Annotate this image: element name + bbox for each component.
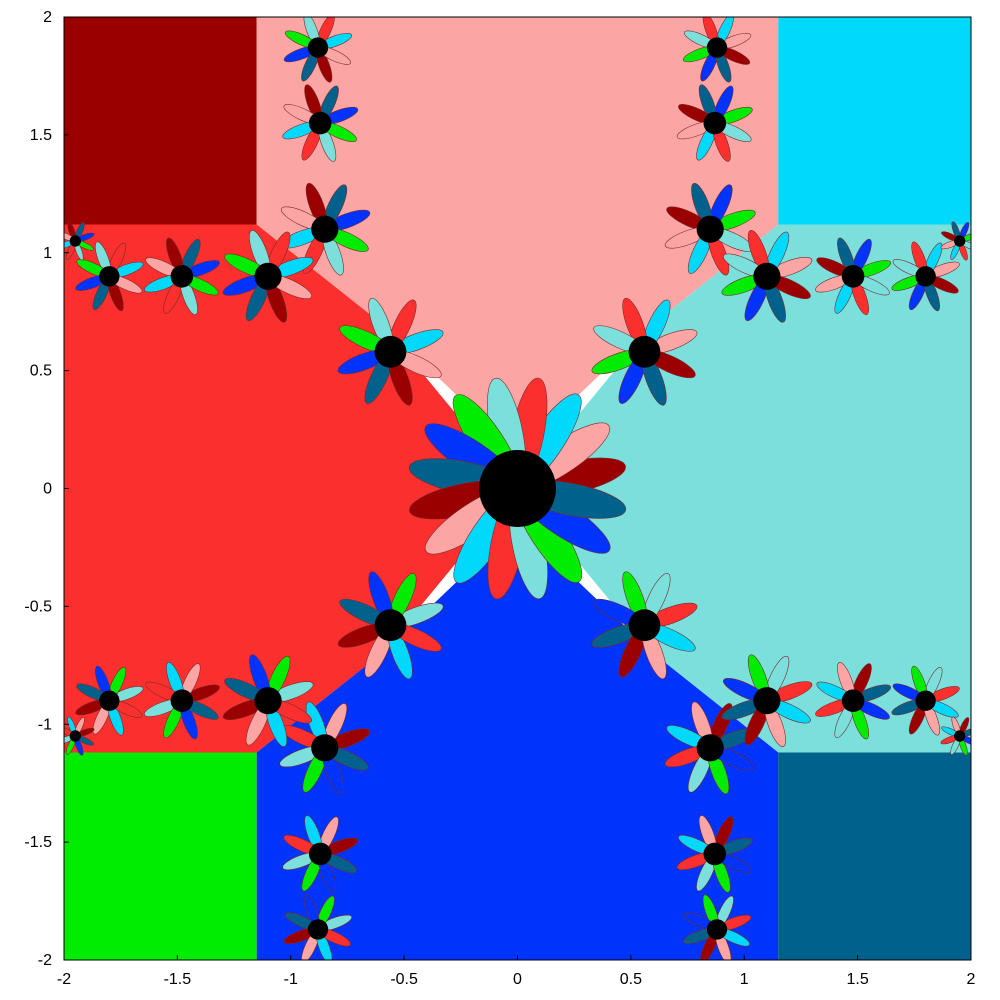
attractor-center <box>311 215 339 243</box>
y-tick-label: 1.5 <box>30 127 52 144</box>
basin-upper-right-corner <box>778 17 971 225</box>
y-tick-label: -0.5 <box>24 598 52 615</box>
x-tick-label: -1.5 <box>164 971 192 988</box>
attractor-center <box>374 609 407 642</box>
x-tick-label: 2 <box>967 971 976 988</box>
attractor-center <box>307 919 329 940</box>
x-tick-label: 0.5 <box>620 971 642 988</box>
attractor-center <box>954 730 966 742</box>
attractor-center <box>170 689 194 712</box>
attractor-center <box>841 265 865 288</box>
attractor-center <box>841 689 865 712</box>
attractor-center <box>308 842 332 866</box>
attractor-centers <box>69 37 966 940</box>
attractor-center <box>307 37 329 58</box>
basin-top <box>256 17 779 454</box>
attractor-center <box>954 235 966 247</box>
x-tick-label: -1 <box>284 971 298 988</box>
attractor-center <box>479 450 556 527</box>
attractor-center <box>99 266 120 287</box>
attractor-center <box>311 734 339 762</box>
attractor-center <box>753 687 781 715</box>
y-tick-label: 0 <box>43 481 52 498</box>
attractor-center <box>308 111 332 135</box>
basin-lower-right-corner <box>778 752 971 960</box>
attractor-center <box>69 235 82 247</box>
x-tick-label: 0 <box>513 971 522 988</box>
y-tick-label: -1 <box>38 716 52 733</box>
attractor-center <box>69 730 82 742</box>
attractor-center <box>628 335 661 368</box>
x-tick-label: -0.5 <box>390 971 418 988</box>
attractor-center <box>254 687 282 715</box>
attractor-center <box>628 609 661 642</box>
attractor-center <box>753 262 781 290</box>
attractor-center <box>374 335 407 368</box>
basin-bottom <box>256 523 779 960</box>
attractor-center <box>706 37 728 58</box>
attractor-center <box>254 262 282 290</box>
attractor-center <box>915 266 936 287</box>
attractor-center <box>703 111 727 135</box>
x-axis: -2 -1.5 -1 -0.5 0 0.5 1 1.5 2 <box>57 955 976 988</box>
x-tick-label: 1 <box>740 971 749 988</box>
y-tick-label: 2 <box>43 9 52 26</box>
y-tick-label: 0.5 <box>30 363 52 380</box>
x-tick-label: -2 <box>57 971 71 988</box>
basin-lower-left-corner <box>64 752 257 960</box>
plot-area <box>64 17 971 960</box>
x-tick-label: 1.5 <box>847 971 869 988</box>
attractor-center <box>696 734 724 762</box>
y-axis: 2 1.5 1 0.5 0 -0.5 -1 -1.5 -2 <box>24 9 69 969</box>
y-tick-label: -2 <box>38 952 52 969</box>
y-tick-label: -1.5 <box>24 834 52 851</box>
attractor-center <box>703 842 727 866</box>
y-tick-label: 1 <box>43 245 52 262</box>
basin-upper-left-corner <box>64 17 257 225</box>
attractor-center <box>915 690 936 711</box>
attractor-center <box>696 215 724 243</box>
attractor-center <box>99 690 120 711</box>
attractor-center <box>706 919 728 940</box>
attractor-center <box>170 265 194 288</box>
